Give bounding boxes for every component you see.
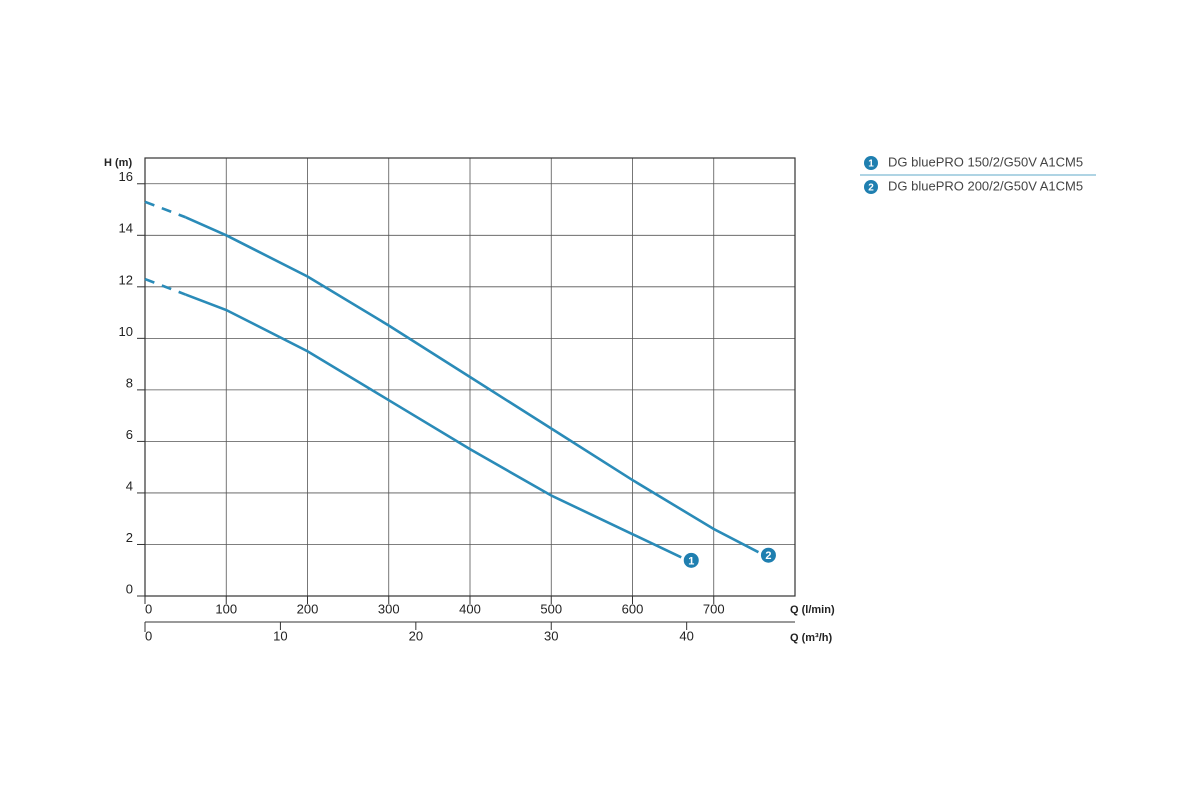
legend-marker xyxy=(864,180,878,194)
y-tick-label: 2 xyxy=(126,530,133,545)
x2-axis-label: Q (m³/h) xyxy=(790,632,832,644)
x2-tick-label: 10 xyxy=(273,628,287,643)
curve-marker xyxy=(760,547,776,563)
x2-tick-label: 30 xyxy=(544,628,558,643)
x2-tick-label: 0 xyxy=(145,628,152,643)
y-tick-label: 6 xyxy=(126,427,133,442)
y-tick-label: 8 xyxy=(126,375,133,390)
y-tick-label: 12 xyxy=(119,272,133,287)
curve-marker-label: 2 xyxy=(765,550,771,562)
x-tick-label: 500 xyxy=(540,601,562,616)
y-tick-label: 14 xyxy=(119,221,133,236)
x-tick-label: 700 xyxy=(703,601,725,616)
plot-frame xyxy=(144,157,796,597)
curve-extrapolated xyxy=(144,200,187,219)
y-tick-label: 10 xyxy=(119,324,133,339)
legend-marker-label: 1 xyxy=(868,159,874,170)
x2-tick-label: 40 xyxy=(679,628,693,643)
curve xyxy=(185,293,682,559)
x-tick-label: 400 xyxy=(459,601,481,616)
x-tick-label: 100 xyxy=(215,601,237,616)
x-tick-label: 300 xyxy=(378,601,400,616)
x-axis-label: Q (l/min) xyxy=(790,604,835,616)
legend-label: DG bluePRO 200/2/G50V A1CM5 xyxy=(888,178,1083,193)
y-axis-label: H (m) xyxy=(104,157,132,169)
curve-extrapolated xyxy=(144,277,187,296)
legend-marker-label: 2 xyxy=(868,183,874,194)
legend-label: DG bluePRO 150/2/G50V A1CM5 xyxy=(888,154,1083,169)
legend-marker xyxy=(864,156,878,170)
x2-tick-label: 20 xyxy=(409,628,423,643)
curve-marker-label: 1 xyxy=(688,555,694,567)
y-tick-label: 16 xyxy=(119,169,133,184)
curve-marker xyxy=(683,552,699,568)
x-tick-label: 200 xyxy=(297,601,319,616)
x-tick-label: 0 xyxy=(145,601,152,616)
x-tick-label: 600 xyxy=(622,601,644,616)
curve xyxy=(185,216,760,554)
y-tick-label: 0 xyxy=(126,581,133,596)
y-tick-label: 4 xyxy=(126,478,133,493)
